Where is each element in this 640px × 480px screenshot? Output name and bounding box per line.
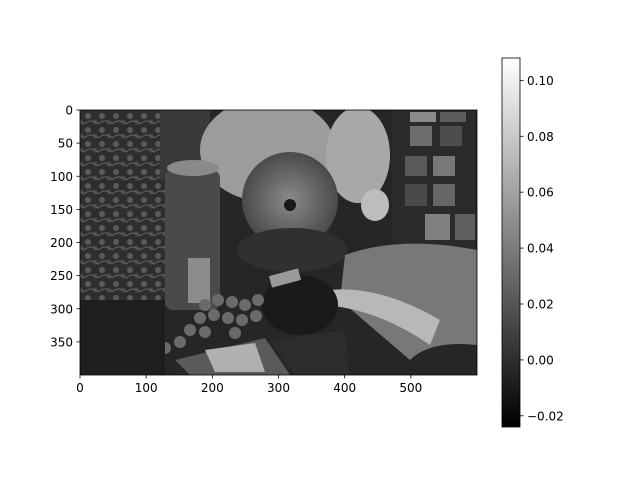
x-tick-label: 500 <box>399 381 422 395</box>
x-tick-label: 100 <box>135 381 158 395</box>
x-axis: 0 100 200 300 400 500 <box>76 375 422 395</box>
colorbar-tick-label: 0.06 <box>527 186 554 200</box>
colorbar-tick-label: 0.08 <box>527 130 554 144</box>
y-tick-label: 350 <box>50 335 73 349</box>
y-tick-label: 300 <box>50 302 73 316</box>
x-tick-label: 400 <box>333 381 356 395</box>
colorbar <box>501 57 521 428</box>
x-tick-label: 0 <box>76 381 84 395</box>
y-tick-label: 250 <box>50 269 73 283</box>
y-tick-label: 150 <box>50 203 73 217</box>
y-tick-label: 100 <box>50 170 73 184</box>
colorbar-axis: −0.02 0.00 0.02 0.04 0.06 0.08 0.10 <box>520 74 564 423</box>
x-tick-label: 200 <box>201 381 224 395</box>
colorbar-tick-label: 0.04 <box>527 242 554 256</box>
colorbar-tick-label: 0.00 <box>527 353 554 367</box>
image-region-cushion <box>340 243 477 360</box>
colorbar-tick-label: 0.02 <box>527 298 554 312</box>
y-tick-label: 50 <box>58 137 73 151</box>
colorbar-tick-label: 0.10 <box>527 74 554 88</box>
colorbar-tick-label: −0.02 <box>527 409 564 423</box>
y-tick-label: 0 <box>65 104 73 118</box>
image-region-color-checker <box>392 110 477 250</box>
heatmap-image <box>80 110 477 375</box>
y-tick-label: 200 <box>50 236 73 250</box>
x-tick-label: 300 <box>267 381 290 395</box>
image-region-fabric <box>80 110 170 305</box>
y-axis: 0 50 100 150 200 250 300 350 <box>50 104 80 349</box>
